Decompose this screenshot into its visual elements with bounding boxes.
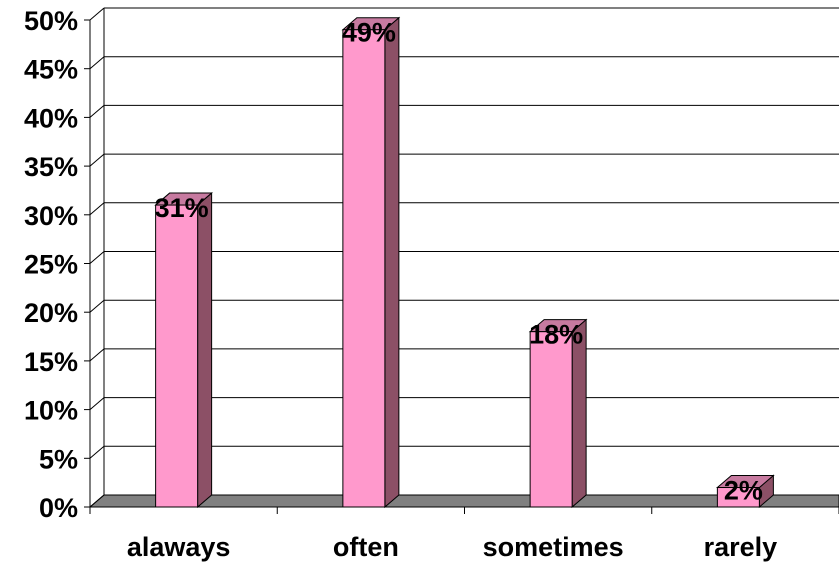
y-tick-depth bbox=[89, 105, 105, 118]
y-tick-depth bbox=[89, 348, 105, 362]
y-tick-label: 15% bbox=[24, 347, 78, 377]
y-tick-depth bbox=[89, 202, 105, 216]
y-tick-depth bbox=[89, 299, 105, 313]
y-axis: 0% 5% 10% 15% 20% 25% 30% 35% 40% 45% 50% bbox=[24, 6, 105, 523]
y-tick-depth bbox=[89, 7, 105, 21]
y-tick-depth bbox=[89, 494, 105, 508]
y-tick-depth bbox=[89, 251, 105, 264]
y-tick-depth bbox=[89, 56, 105, 70]
y-tick-depth bbox=[89, 153, 105, 167]
y-tick-label: 50% bbox=[24, 6, 78, 36]
data-label: 49% bbox=[342, 18, 396, 48]
x-tick-label: rarely bbox=[704, 532, 778, 562]
y-tick-depth bbox=[89, 445, 105, 459]
gridlines bbox=[103, 7, 839, 495]
data-label: 2% bbox=[724, 476, 763, 506]
bar bbox=[154, 191, 213, 509]
x-tick-label: sometimes bbox=[483, 532, 624, 562]
y-tick-label: 40% bbox=[24, 103, 78, 133]
y-tick-label: 20% bbox=[24, 298, 78, 328]
y-tick-label: 5% bbox=[39, 444, 78, 474]
bar-front bbox=[342, 29, 386, 508]
y-tick-label: 10% bbox=[24, 396, 78, 426]
y-tick-label: 45% bbox=[24, 55, 78, 85]
data-label: 31% bbox=[155, 193, 209, 223]
bar bbox=[716, 474, 775, 509]
x-axis: alaways often sometimes rarely bbox=[89, 506, 839, 562]
bar-side bbox=[384, 16, 400, 509]
y-tick-label: 0% bbox=[39, 493, 78, 523]
bar-front bbox=[529, 331, 573, 508]
bars: 31% 49% 18% 2% bbox=[154, 16, 775, 509]
x-tick-label: alaways bbox=[127, 532, 231, 562]
bar bbox=[341, 16, 401, 509]
data-label: 18% bbox=[529, 320, 583, 350]
y-tick-label: 25% bbox=[24, 250, 78, 280]
y-tick-label: 30% bbox=[24, 201, 78, 231]
bar bbox=[528, 318, 588, 509]
y-tick-label: 35% bbox=[24, 152, 78, 182]
y-tick-depth bbox=[89, 397, 105, 410]
x-tick-label: often bbox=[333, 532, 399, 562]
bar-front bbox=[155, 204, 199, 508]
bar-side bbox=[197, 191, 213, 509]
